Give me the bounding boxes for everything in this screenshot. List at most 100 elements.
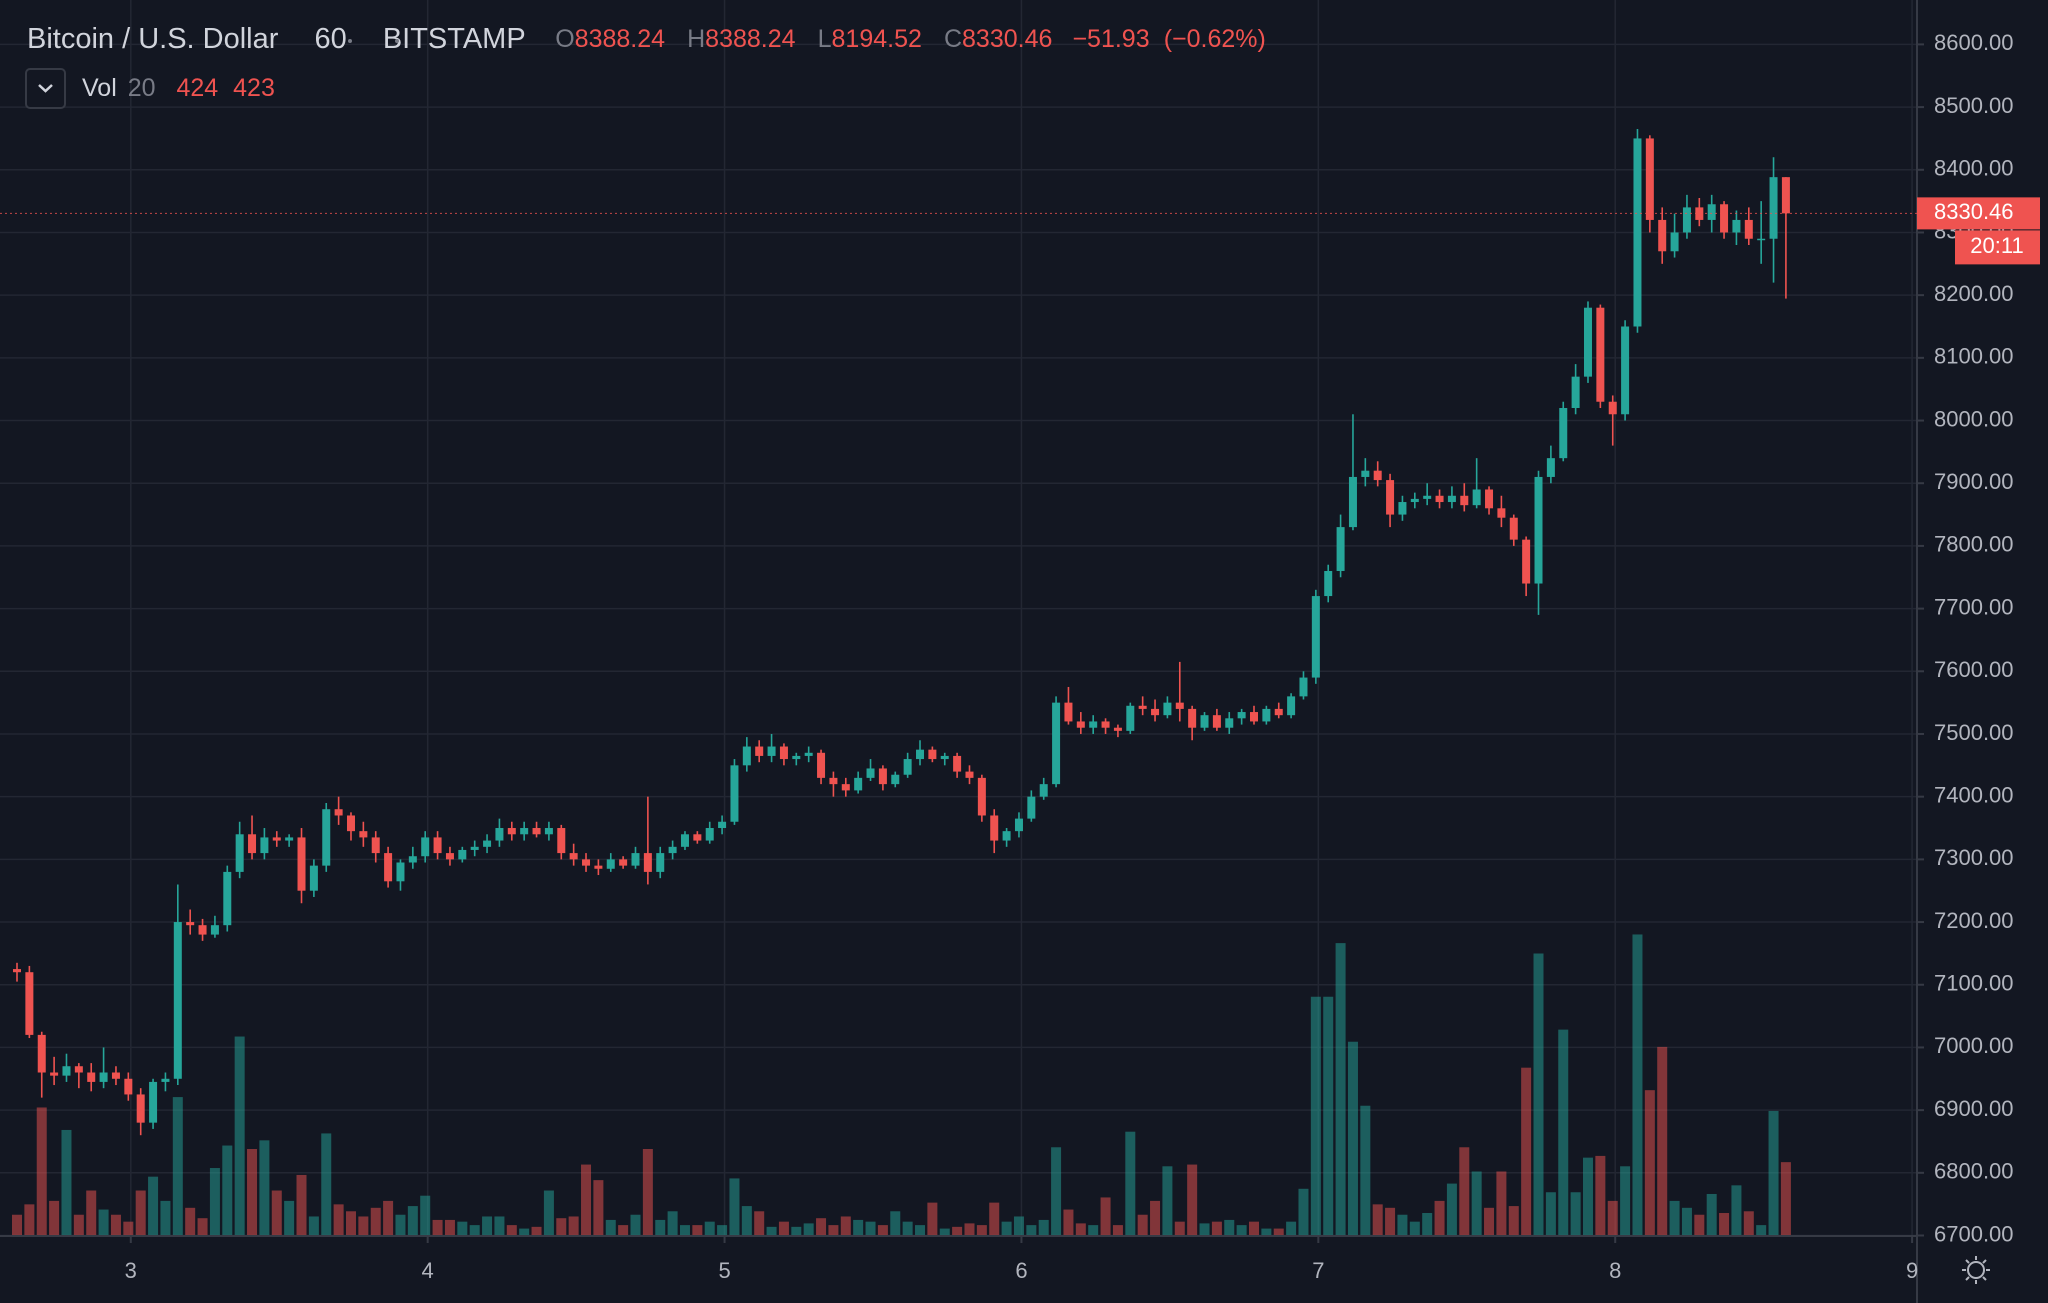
volume-bar [1743, 1211, 1754, 1236]
candle-body [903, 759, 912, 775]
settings-icon[interactable] [1962, 1256, 1990, 1284]
candle-body [1398, 502, 1407, 515]
y-tick-label: 8100.00 [1934, 344, 2014, 369]
volume-bar [1137, 1214, 1148, 1236]
candle-body [235, 834, 244, 872]
candle-body [1695, 207, 1704, 220]
candle-body [1645, 138, 1654, 220]
candle-body [1138, 705, 1147, 709]
volume-bar [692, 1225, 703, 1236]
candle-body [371, 837, 380, 854]
volume-bar [1385, 1207, 1396, 1236]
volume-bar [655, 1219, 666, 1236]
volume-bar [890, 1211, 901, 1236]
y-tick-label: 7900.00 [1934, 469, 2014, 494]
candle-body [1509, 517, 1518, 540]
volume-bar [420, 1195, 431, 1236]
volume-bar [36, 1107, 47, 1236]
collapse-button[interactable] [25, 68, 66, 109]
volume-bar [160, 1200, 171, 1236]
candle-body [631, 853, 640, 866]
candle-body [990, 815, 999, 841]
volume-bar [1558, 1029, 1569, 1236]
candle-body [1472, 489, 1481, 506]
volume-bar [1768, 1110, 1779, 1236]
volume-bar [1446, 1183, 1457, 1236]
volume-bar [1620, 1166, 1631, 1236]
volume-bar [556, 1218, 567, 1236]
candle-body [1621, 326, 1630, 415]
candle-body [1200, 715, 1209, 728]
button-frame[interactable] [25, 68, 66, 109]
candle-body [223, 871, 232, 926]
open-value: 8388.24 [575, 25, 665, 53]
candle-body [829, 777, 838, 785]
candle-body [421, 837, 430, 857]
low-label: L [818, 25, 832, 53]
change-percent: (−0.62%) [1164, 25, 1266, 53]
candle-body [1274, 708, 1283, 716]
y-tick-label: 8500.00 [1934, 93, 2014, 118]
close-label: C [944, 25, 962, 53]
volume-bar [1595, 1155, 1606, 1236]
volume-bar [593, 1180, 604, 1236]
candle-body [285, 837, 294, 841]
candle-body [1534, 476, 1543, 584]
volume-bar [840, 1216, 851, 1236]
candle-body [1373, 470, 1382, 481]
volume-bar [1719, 1213, 1730, 1236]
x-tick-label: 7 [1312, 1258, 1324, 1283]
volume-bar [345, 1211, 356, 1236]
candle-body [87, 1072, 96, 1082]
y-tick-label: 8600.00 [1934, 30, 2014, 55]
countdown-box [1955, 230, 2040, 265]
volume-bar [12, 1214, 22, 1236]
volume-bar [1026, 1225, 1037, 1236]
gear-circle[interactable] [1967, 1261, 1985, 1279]
candle-body [173, 922, 182, 1079]
volume-bar [1100, 1197, 1111, 1236]
candle-body [1052, 702, 1061, 785]
volume-bar [1211, 1221, 1222, 1236]
candle-body [928, 749, 937, 760]
volume-label: Vol [82, 74, 117, 102]
y-tick-label: 7200.00 [1934, 908, 2014, 933]
volume-bar [766, 1226, 777, 1236]
y-tick-label: 7100.00 [1934, 971, 2014, 996]
open-label: O [555, 25, 574, 53]
price-tag-box [1917, 197, 2040, 230]
volume-bar [271, 1190, 282, 1236]
volume-bar [976, 1225, 987, 1236]
candle-body [495, 828, 504, 841]
candle-body [186, 922, 195, 926]
volume-bar [853, 1219, 864, 1236]
y-tick-label: 7600.00 [1934, 657, 2014, 682]
candle-body [1546, 458, 1555, 477]
volume-bar [308, 1216, 319, 1236]
y-tick-label: 7500.00 [1934, 720, 2014, 745]
volume-bar [1112, 1225, 1123, 1236]
candle-body [916, 749, 925, 760]
volume-bar [679, 1225, 690, 1236]
volume-bar [1224, 1219, 1235, 1236]
candle-body [705, 828, 714, 841]
candle-body [594, 865, 603, 869]
chevron-icon [38, 84, 53, 93]
candle-body [940, 755, 949, 760]
candle-body [582, 859, 591, 866]
volume-bar [407, 1206, 418, 1236]
y-tick-label: 7300.00 [1934, 845, 2014, 870]
volume-bar [1038, 1219, 1049, 1236]
volume-bar [1236, 1225, 1247, 1236]
volume-bar [1459, 1147, 1470, 1236]
y-tick-label: 7700.00 [1934, 594, 2014, 619]
candle-body [891, 774, 900, 785]
candle-body [1596, 307, 1605, 402]
close-value: 8330.46 [962, 25, 1052, 53]
candle-body [1720, 204, 1729, 233]
candle-body [1522, 539, 1531, 584]
candle-body [1707, 204, 1716, 220]
candle-body [210, 925, 219, 935]
volume-bar [333, 1204, 344, 1236]
